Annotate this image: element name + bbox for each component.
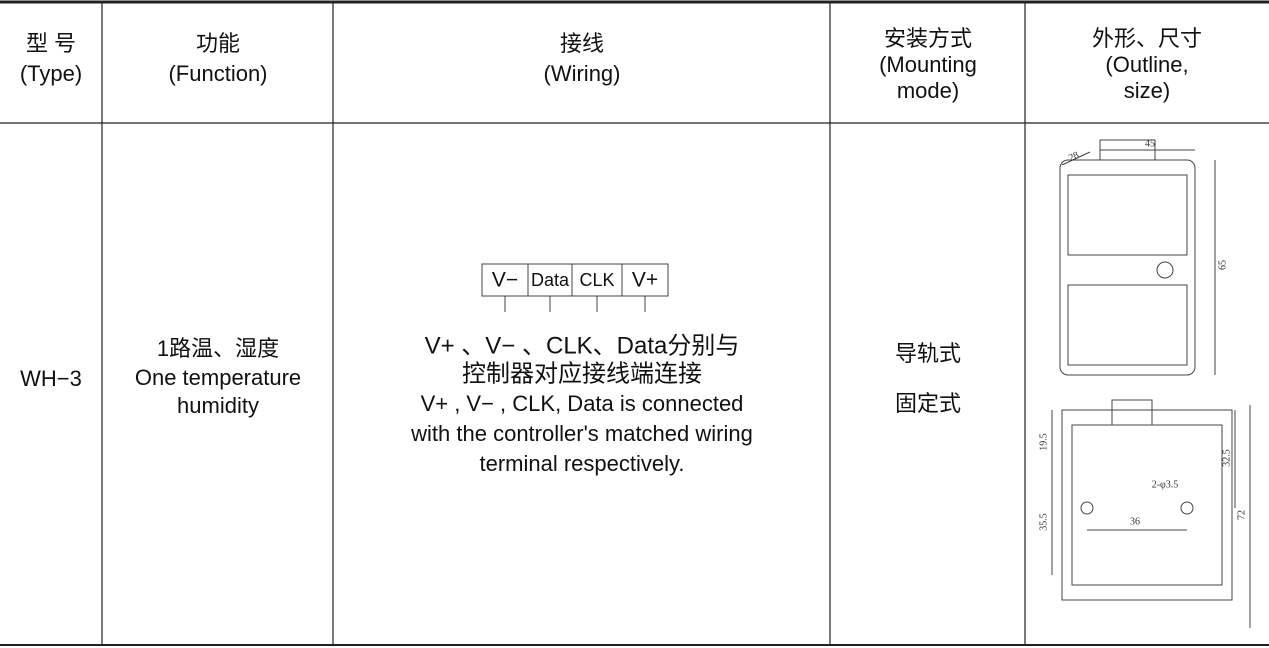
dimension-label: 35.5 [1038,513,1049,531]
terminal-box [481,263,669,297]
header-text: mode) [897,78,959,103]
wiring-text-en: V+ , V− , CLK, Data is connected [421,391,744,416]
header-text: (Function) [168,61,267,86]
header-text: 型 号 [26,31,76,56]
terminal-label: V+ [632,269,658,292]
dimension-label: 45 [1145,138,1155,149]
terminal-label: V− [492,269,518,292]
terminal-label: CLK [579,270,614,290]
dim-line [1061,151,1091,166]
header-text: 功能 [196,31,240,56]
terminal-label: Data [531,270,570,290]
dimension-label: 19.5 [1038,433,1049,451]
wiring-text-en: terminal respectively. [480,451,685,476]
header-text: size) [1124,78,1170,103]
vent-area [1067,174,1188,256]
header-text: (Type) [20,61,82,86]
header-text: 安装方式 [884,26,972,51]
terminal-block [481,263,669,312]
header-text: (Mounting [879,52,977,77]
type-cell: WH−3 [20,366,82,391]
dimension-label: 36 [1130,516,1140,527]
function-text: 1路温、湿度 [157,336,279,361]
function-text: humidity [177,393,259,418]
outline [1059,159,1196,376]
mounting-text: 导轨式 [895,341,961,366]
inner-outline [1071,424,1223,586]
wiring-text-zh: 控制器对应接线端连接 [462,360,702,387]
dimension-label: 2-φ3.5 [1152,479,1179,490]
dimension-label: 65 [1217,260,1228,270]
function-text: One temperature [135,365,301,390]
hole [1080,501,1094,515]
front-view-drawing [1051,399,1251,628]
header-text: 外形、尺寸 [1092,26,1202,51]
header-text: 接线 [560,31,604,56]
hole [1180,501,1194,515]
dimension-label: 72 [1236,510,1247,520]
dimension-label: 32.5 [1221,449,1232,467]
vent-area [1067,284,1188,366]
top-view-drawing [1059,139,1216,376]
wiring-text-zh: V+ 、V− 、CLK、Data分别与 [425,332,740,359]
header-text: (Outline, [1105,52,1188,77]
clip [1111,399,1153,426]
mounting-text: 固定式 [895,391,961,416]
dimension-label: 28 [1067,150,1081,164]
wiring-text-en: with the controller's matched wiring [410,421,753,446]
outline [1061,409,1233,601]
header-text: (Wiring) [544,61,621,86]
hole [1156,261,1174,279]
